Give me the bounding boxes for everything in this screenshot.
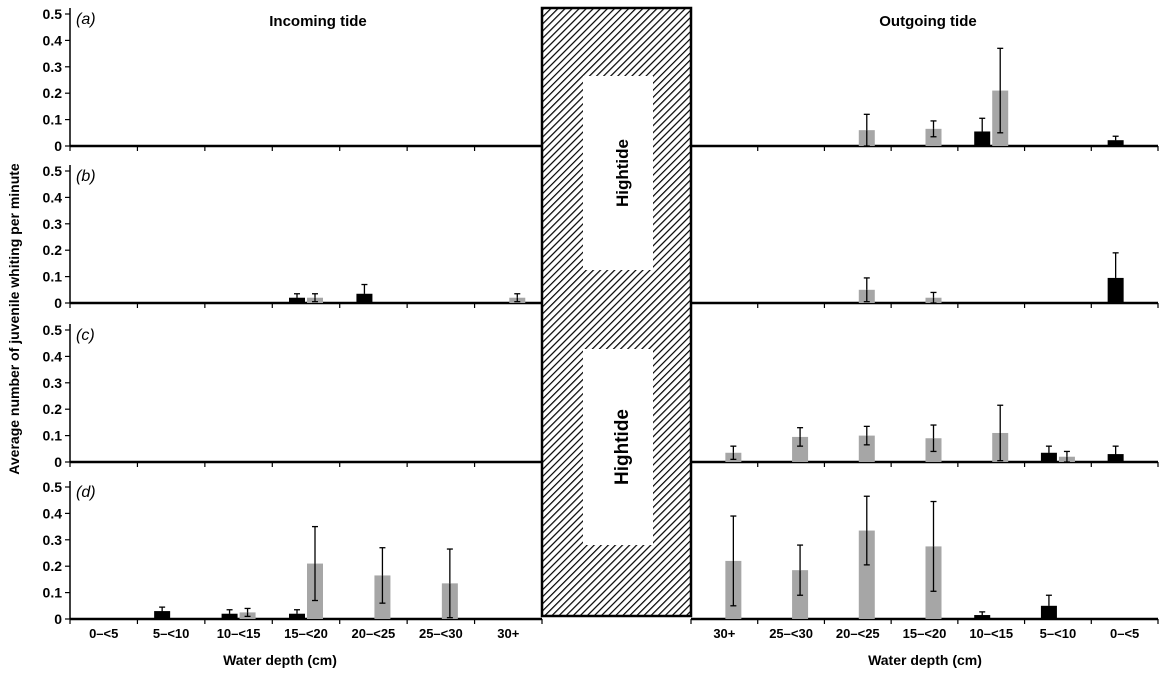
hightide-label-box-upper	[583, 76, 653, 270]
x-category-label-incoming: 5–<10	[153, 626, 190, 641]
y-tick-label: 0.4	[43, 505, 63, 521]
x-category-label-outgoing: 15–<20	[903, 626, 947, 641]
outgoing-title: Outgoing tide	[879, 13, 976, 30]
y-tick-label: 0.2	[43, 401, 63, 417]
x-category-label-outgoing: 25–<30	[769, 626, 813, 641]
x-category-label-incoming: 20–<25	[352, 626, 396, 641]
hightide-label-box-lower	[583, 349, 653, 545]
x-category-label-incoming: 25–<30	[419, 626, 463, 641]
panel-label: (a)	[76, 11, 96, 28]
y-tick-label: 0.1	[43, 269, 63, 285]
y-tick-label: 0.3	[43, 216, 63, 232]
y-tick-label: 0	[54, 454, 62, 470]
incoming-title: Incoming tide	[269, 13, 367, 30]
x-category-label-outgoing: 10–<15	[969, 626, 1013, 641]
y-tick-label: 0.2	[43, 85, 63, 101]
y-tick-label: 0.1	[43, 585, 63, 601]
y-tick-label: 0.5	[43, 322, 63, 338]
y-tick-label: 0.2	[43, 558, 63, 574]
x-category-label-incoming: 30+	[497, 626, 519, 641]
y-tick-label: 0.3	[43, 532, 63, 548]
y-tick-label: 0.4	[43, 189, 63, 205]
x-axis-label-incoming: Water depth (cm)	[223, 652, 337, 668]
y-tick-label: 0	[54, 295, 62, 311]
y-tick-label: 0.3	[43, 375, 63, 391]
y-tick-label: 0	[54, 611, 62, 627]
bar-grey	[858, 435, 875, 462]
hightide-label-upper: Hightide	[613, 139, 632, 207]
y-axis-label: Average number of juvenile whiting per m…	[6, 163, 22, 475]
bar-grey	[792, 436, 809, 462]
x-category-label-outgoing: 0–<5	[1110, 626, 1139, 641]
panel-label: (b)	[76, 168, 96, 185]
x-category-label-incoming: 15–<20	[284, 626, 328, 641]
y-tick-label: 0.5	[43, 6, 63, 22]
x-category-label-outgoing: 20–<25	[836, 626, 880, 641]
y-tick-label: 0.3	[43, 59, 63, 75]
bar-grey	[858, 530, 875, 619]
y-tick-label: 0.1	[43, 112, 63, 128]
y-tick-label: 0.2	[43, 242, 63, 258]
x-category-label-incoming: 0–<5	[89, 626, 118, 641]
y-tick-label: 0.4	[43, 32, 63, 48]
panel-label: (d)	[76, 484, 96, 501]
x-category-label-outgoing: 30+	[713, 626, 735, 641]
y-tick-label: 0	[54, 138, 62, 154]
y-tick-label: 0.5	[43, 479, 63, 495]
y-tick-label: 0.4	[43, 348, 63, 364]
y-tick-label: 0.1	[43, 428, 63, 444]
panels: (a) 0 0.1 0.2 0.3 0.4 0.5 (b) 0 0.1 0.2 0.3 0.4 0.5 (c…	[43, 6, 1159, 641]
x-category-label-incoming: 10–<15	[217, 626, 261, 641]
hightide-label-lower: Hightide	[612, 409, 633, 485]
y-tick-label: 0.5	[43, 163, 63, 179]
x-axis-label-outgoing: Water depth (cm)	[868, 652, 982, 668]
bar-grey	[925, 128, 942, 146]
x-category-label-outgoing: 5–<10	[1040, 626, 1077, 641]
panel-label: (c)	[76, 327, 95, 344]
